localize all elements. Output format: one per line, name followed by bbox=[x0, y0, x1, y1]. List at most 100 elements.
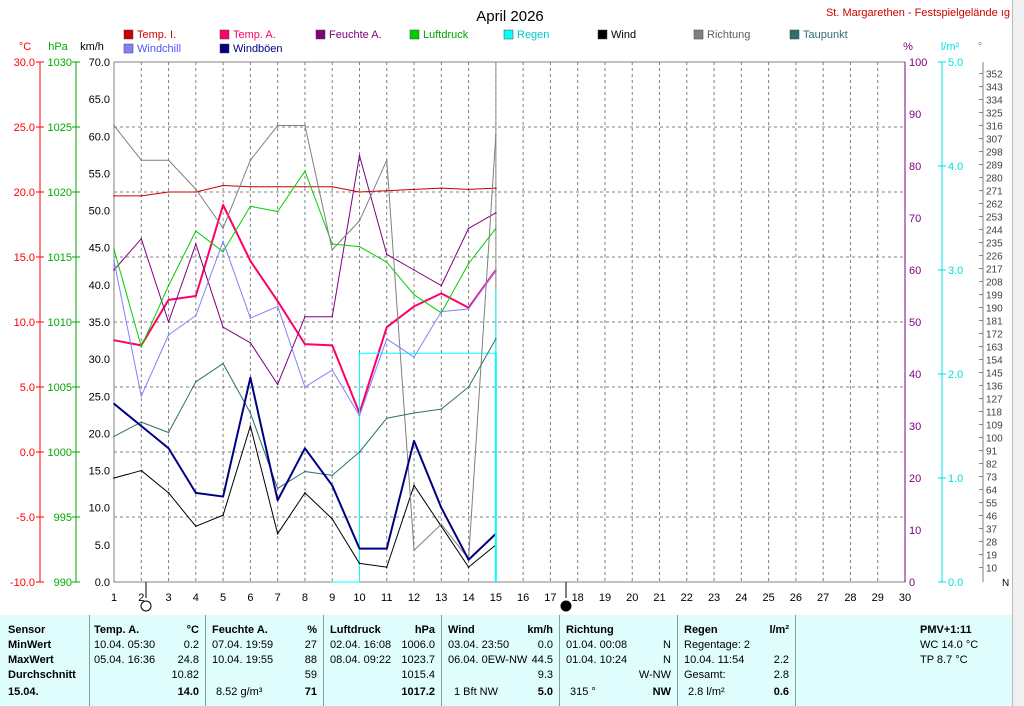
wind-tick-label: 15.0 bbox=[89, 466, 110, 478]
data-point bbox=[140, 421, 143, 423]
dir-tick-label: 280 bbox=[986, 174, 1003, 185]
dir-tick-label: 244 bbox=[986, 226, 1003, 237]
data-point bbox=[276, 532, 279, 535]
data-point bbox=[222, 227, 224, 229]
wind-tick-label: 10.0 bbox=[89, 503, 110, 515]
stats-wind: Wind km/h 03.04. 23:50 0.0 06.04. 0EW-NW 44… bbox=[442, 615, 559, 706]
dir-max-value: N bbox=[663, 654, 671, 666]
data-point bbox=[222, 514, 224, 516]
press-tick-label: 1005 bbox=[48, 382, 72, 394]
data-point bbox=[113, 477, 115, 479]
legend-swatch bbox=[219, 43, 230, 54]
data-point bbox=[304, 316, 306, 318]
data-point bbox=[440, 525, 443, 528]
data-point bbox=[304, 447, 306, 450]
data-point bbox=[167, 334, 170, 336]
data-point bbox=[385, 159, 388, 162]
dir-tick-label: 289 bbox=[986, 161, 1003, 172]
hum-tick-label: 10 bbox=[909, 525, 921, 537]
data-point bbox=[495, 133, 497, 136]
hum-tick-label: 100 bbox=[909, 57, 927, 69]
rain-unit: l/m² bbox=[769, 624, 789, 636]
wind-tick-label: 25.0 bbox=[89, 391, 110, 403]
data-point bbox=[440, 187, 443, 189]
rain-max-value: 2.2 bbox=[773, 654, 789, 666]
rain-total-value: 2.8 bbox=[773, 669, 789, 681]
data-point bbox=[276, 499, 279, 502]
temp-tick-label: 5.0 bbox=[20, 382, 35, 394]
x-tick-label: 29 bbox=[872, 592, 884, 604]
dir-tick-label: 352 bbox=[986, 70, 1003, 81]
x-tick-label: 25 bbox=[762, 592, 774, 604]
x-tick-label: 27 bbox=[817, 592, 829, 604]
data-point bbox=[440, 284, 443, 287]
data-point bbox=[276, 124, 279, 127]
data-point bbox=[113, 269, 115, 271]
dir-tick-label: 262 bbox=[986, 200, 1003, 211]
min-label: MinWert bbox=[8, 639, 52, 651]
data-point bbox=[113, 402, 115, 405]
data-point bbox=[467, 566, 470, 568]
dir-min-value: N bbox=[663, 639, 671, 651]
rain-header: Regen bbox=[684, 624, 718, 636]
data-point bbox=[195, 295, 197, 297]
press-current-value: 1017.2 bbox=[401, 686, 435, 698]
data-point bbox=[304, 186, 306, 188]
dir-tick-label: 307 bbox=[986, 135, 1003, 146]
x-tick-label: 2 bbox=[138, 592, 144, 604]
data-point bbox=[385, 566, 388, 568]
hum-axis-unit: % bbox=[903, 41, 913, 53]
data-point bbox=[167, 492, 170, 494]
data-point bbox=[140, 469, 143, 472]
wind-current-value: 5.0 bbox=[537, 686, 553, 698]
data-point bbox=[495, 212, 497, 214]
data-point bbox=[331, 186, 334, 188]
dir-tick-label: 10 bbox=[986, 564, 998, 575]
data-point bbox=[385, 326, 388, 329]
current-date: 15.04. bbox=[8, 686, 39, 698]
wind-tick-label: 55.0 bbox=[89, 168, 110, 180]
wind-min-value: 0.0 bbox=[537, 639, 553, 651]
dir-tick-label: 208 bbox=[986, 278, 1003, 289]
data-point bbox=[440, 523, 443, 526]
legend-item: Feuchte A. bbox=[329, 29, 382, 41]
press-header: Luftdruck bbox=[330, 624, 381, 636]
hum-min-value: 27 bbox=[304, 639, 317, 651]
dir-tick-label: 253 bbox=[986, 213, 1003, 224]
chart-grid bbox=[113, 61, 906, 583]
wind-axis-unit: km/h bbox=[80, 41, 104, 53]
data-point bbox=[195, 381, 197, 383]
hum-tick-label: 60 bbox=[909, 265, 921, 277]
data-point bbox=[304, 124, 306, 127]
legend-item: Temp. A. bbox=[233, 29, 276, 41]
data-point bbox=[113, 248, 115, 250]
x-tick-label: 21 bbox=[653, 592, 665, 604]
dir-tick-label: 55 bbox=[986, 499, 998, 510]
dir-tick-label: 145 bbox=[986, 369, 1003, 380]
vertical-scrollbar[interactable] bbox=[1012, 0, 1024, 706]
x-tick-label: 18 bbox=[572, 592, 584, 604]
dir-tick-label: 298 bbox=[986, 148, 1003, 159]
legend-item: Luftdruck bbox=[423, 29, 469, 41]
dir-tick-label: 343 bbox=[986, 83, 1003, 94]
rain-tick-label: 2.0 bbox=[948, 369, 963, 381]
wind-tick-label: 30.0 bbox=[89, 354, 110, 366]
data-point bbox=[167, 321, 170, 323]
max-label: MaxWert bbox=[8, 654, 54, 666]
data-point bbox=[249, 412, 252, 414]
x-tick-label: 8 bbox=[302, 592, 308, 604]
temp-tick-label: 20.0 bbox=[14, 187, 35, 199]
pmv-dewpoint: TP 8.7 °C bbox=[920, 654, 968, 666]
data-point bbox=[385, 547, 388, 550]
wind-unit: km/h bbox=[527, 624, 553, 636]
data-point bbox=[358, 562, 361, 565]
dir-tick-label: 217 bbox=[986, 265, 1003, 276]
x-tick-label: 1 bbox=[111, 592, 117, 604]
dir-tick-label: 181 bbox=[986, 317, 1003, 328]
dir-tick-label: 136 bbox=[986, 382, 1003, 393]
data-point bbox=[140, 238, 143, 240]
wind-tick-label: 5.0 bbox=[95, 540, 110, 552]
data-point bbox=[195, 191, 197, 193]
data-point bbox=[195, 314, 197, 317]
legend-swatch bbox=[597, 29, 608, 40]
